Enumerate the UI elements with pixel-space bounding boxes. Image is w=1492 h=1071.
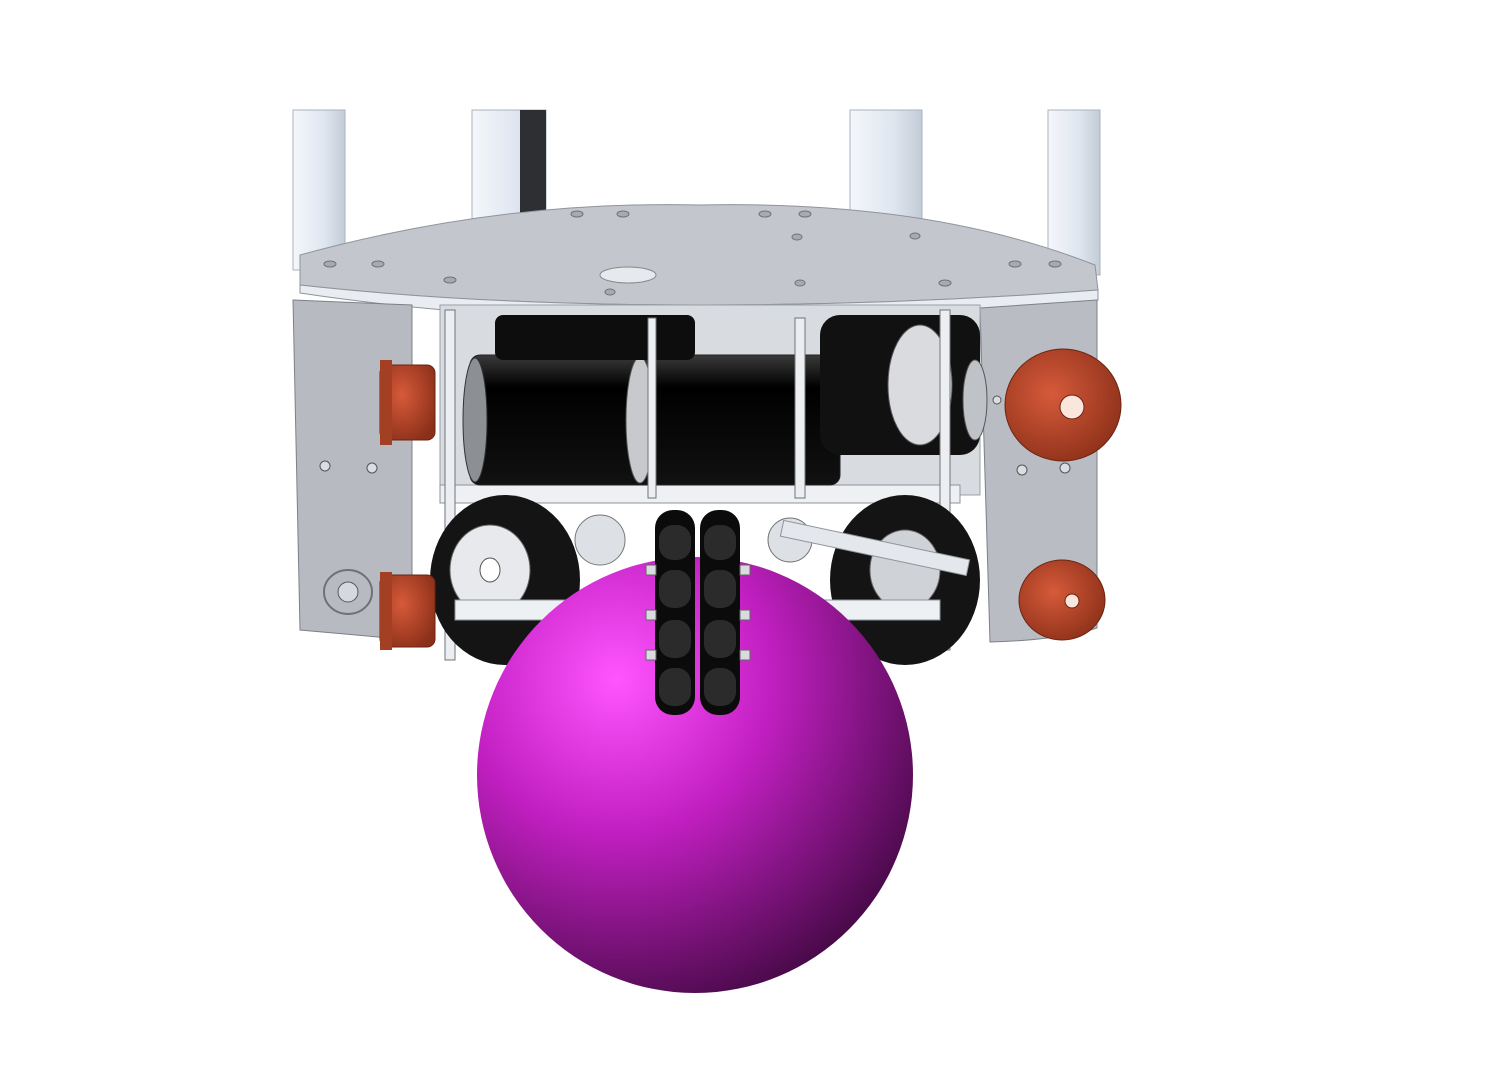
frame-rails (444, 309, 951, 661)
top-plate (299, 204, 1099, 323)
timing-pulley (1018, 559, 1106, 641)
support-strut (292, 109, 346, 271)
timing-pulley (379, 572, 436, 650)
center-hole (599, 266, 657, 284)
bearing (323, 569, 373, 615)
omni-wheel-front (645, 510, 751, 715)
ball (477, 557, 913, 993)
motor (495, 315, 695, 360)
axle (779, 519, 971, 577)
support-strut (1047, 109, 1101, 276)
timing-pulleys (379, 348, 1122, 650)
timing-pulley (1004, 348, 1122, 462)
timing-pulley (379, 360, 436, 445)
